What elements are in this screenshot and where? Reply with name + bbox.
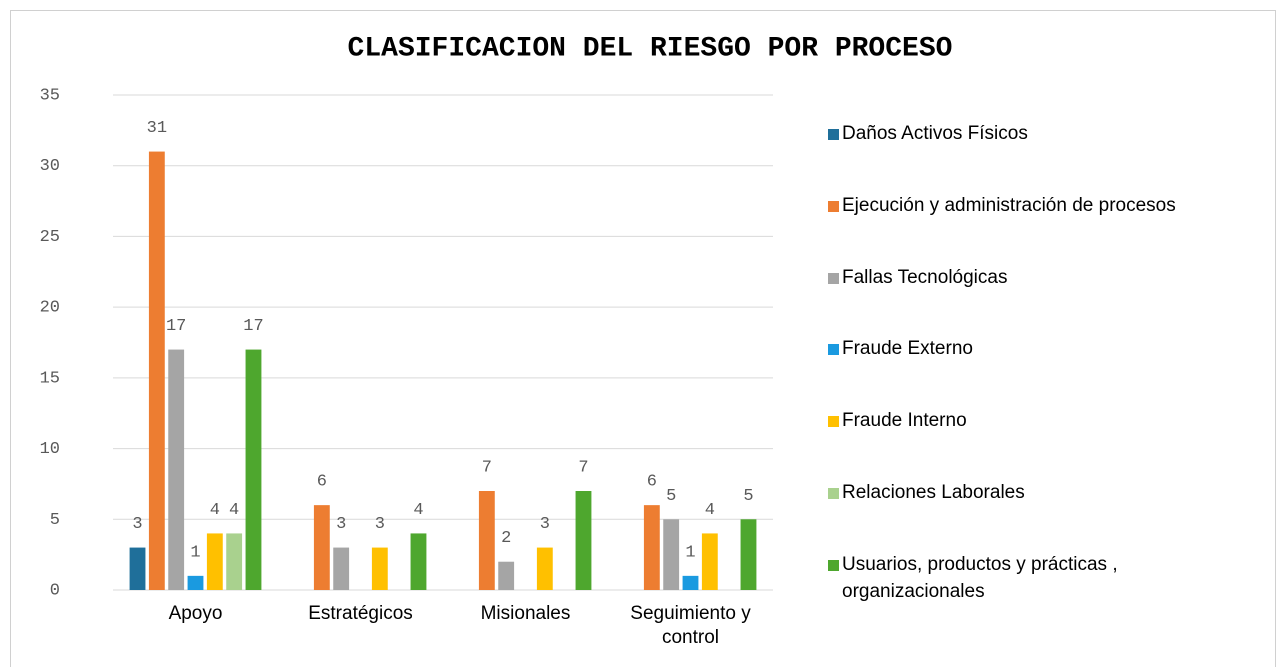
x-tick-label: Misionales (480, 603, 571, 624)
y-tick-label: 25 (40, 228, 60, 247)
data-label: 17 (243, 317, 263, 336)
bar (536, 547, 553, 590)
data-label: 17 (166, 317, 186, 336)
bar (333, 547, 350, 590)
data-label: 1 (685, 543, 695, 562)
data-label: 3 (540, 515, 550, 534)
data-label: 4 (413, 501, 423, 520)
bar (410, 533, 427, 590)
legend-label: Relaciones Laborales (828, 479, 1222, 506)
legend-swatch (828, 488, 839, 499)
data-label: 3 (336, 515, 346, 534)
bar (371, 547, 388, 590)
data-label: 6 (647, 473, 657, 492)
legend-label: Ejecución y administración de procesos (828, 192, 1222, 219)
data-label: 4 (229, 501, 239, 520)
data-label: 3 (375, 515, 385, 534)
bar (148, 151, 165, 591)
y-tick-label: 5 (50, 511, 60, 530)
legend-swatch (828, 416, 839, 428)
bar (478, 491, 495, 590)
data-label: 7 (482, 458, 492, 477)
bar (740, 519, 757, 590)
data-label: 1 (190, 543, 200, 562)
data-label: 7 (578, 458, 588, 477)
bar (313, 505, 330, 590)
legend-swatch (828, 559, 839, 571)
x-tick-label: Seguimiento y control (630, 603, 751, 648)
legend-label: Fraude Externo (828, 335, 1222, 362)
x-tick-label: Apoyo (168, 603, 223, 624)
legend-label: Fraude Interno (828, 407, 1222, 434)
bar (643, 505, 660, 590)
bar (663, 519, 680, 590)
y-tick-label: 20 (40, 299, 60, 318)
bar (168, 349, 185, 590)
data-label: 5 (743, 487, 753, 506)
y-tick-label: 0 (50, 581, 60, 600)
legend-swatch (828, 129, 839, 140)
bar (575, 491, 592, 590)
bar (226, 533, 243, 590)
legend-label: Daños Activos Físicos (828, 120, 1222, 147)
data-label: 3 (132, 515, 142, 534)
legend-label: Usuarios, productos y prácticas , organi… (828, 551, 1222, 605)
x-tick-label: Estratégicos (308, 603, 413, 624)
chart-title: CLASIFICACION DEL RIESGO POR PROCESO (348, 33, 953, 64)
bar (498, 561, 515, 590)
legend-label: Fallas Tecnológicas (828, 264, 1222, 291)
data-label: 31 (147, 119, 167, 138)
bar (701, 533, 718, 590)
data-label: 2 (501, 529, 511, 548)
y-tick-label: 15 (40, 369, 60, 388)
bar (187, 575, 204, 590)
chart-border (10, 10, 1276, 667)
y-tick-label: 10 (40, 440, 60, 459)
bar (206, 533, 223, 590)
y-tick-label: 35 (40, 86, 60, 105)
legend-swatch (828, 344, 839, 356)
data-label: 5 (666, 487, 676, 506)
bar (129, 547, 146, 590)
data-label: 4 (210, 501, 220, 520)
y-tick-label: 30 (40, 157, 60, 176)
bar (682, 575, 699, 590)
data-label: 6 (317, 473, 327, 492)
legend-swatch (828, 272, 839, 284)
bar (245, 349, 262, 590)
data-label: 4 (705, 501, 715, 520)
legend-swatch (828, 200, 839, 212)
